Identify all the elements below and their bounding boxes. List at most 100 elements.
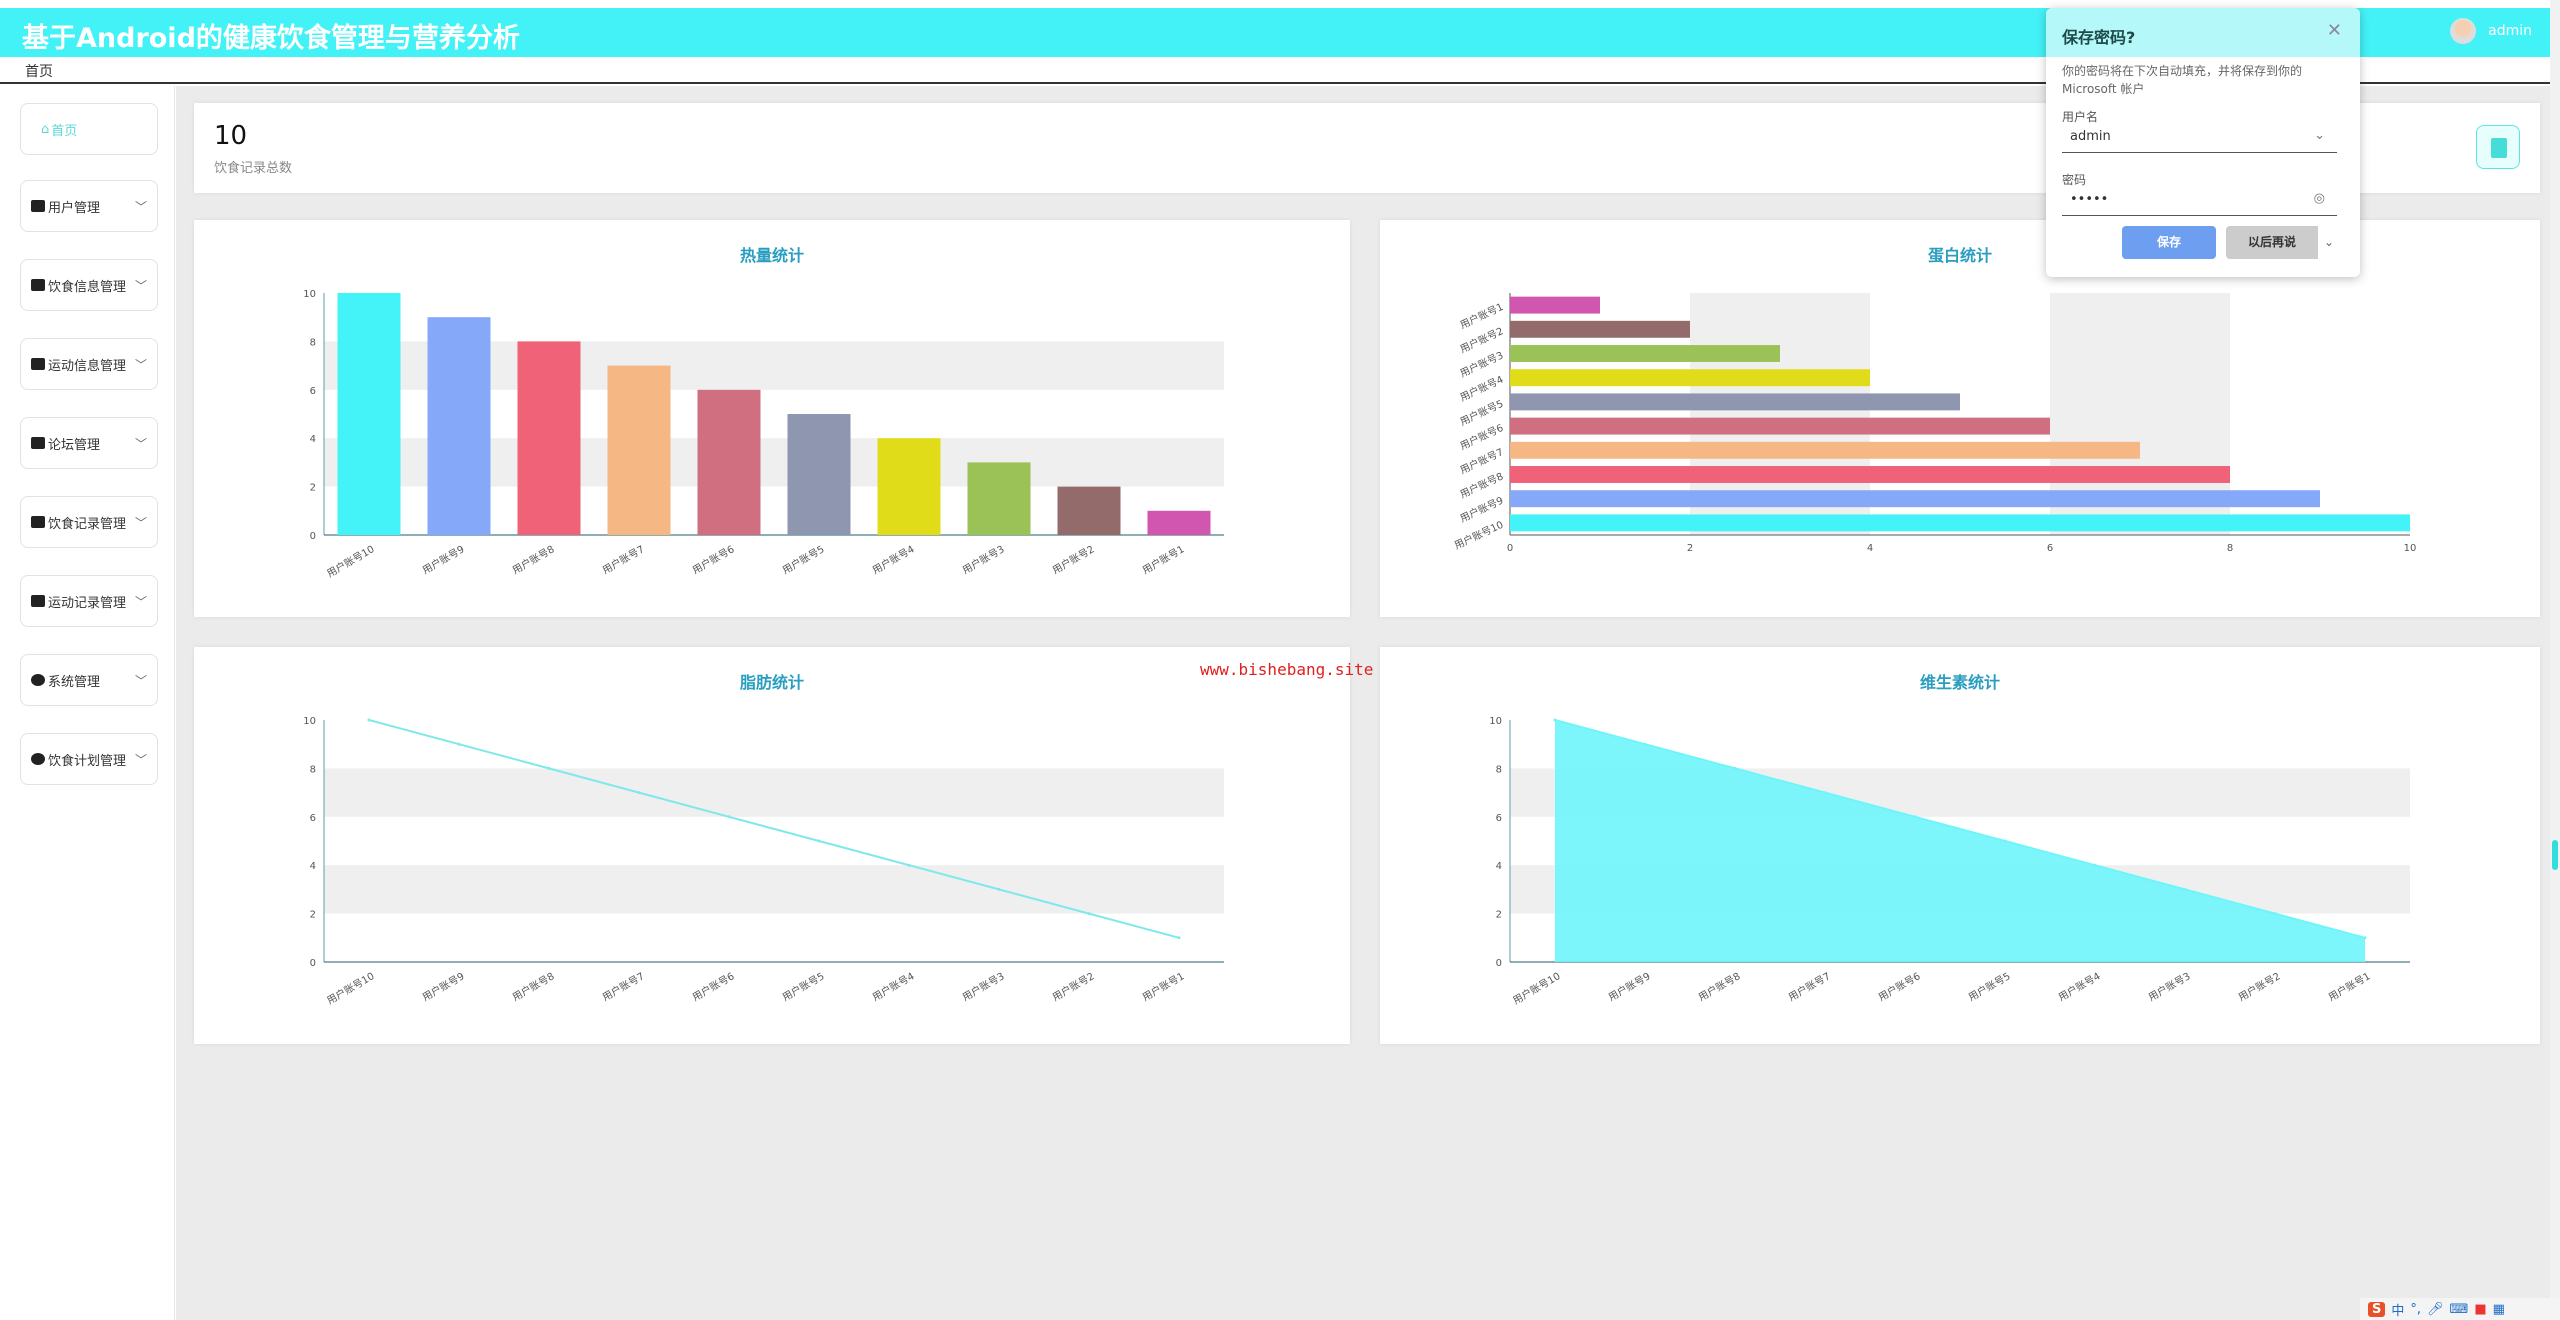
sidebar-item-label: 首页 — [51, 123, 78, 139]
sidebar-item-label: 运动信息管理 — [48, 358, 127, 374]
bar — [787, 414, 851, 535]
fat-chart: 脂肪统计 0 2 4 6 8 10 用户账号10 用户账号9 用户账号8 用户账号7 用户账号6 用户账… — [194, 647, 1350, 1044]
id-card-icon — [31, 516, 45, 528]
password-label: 密码 — [2062, 173, 2087, 187]
data-point — [1553, 718, 1557, 722]
series-line — [368, 719, 1180, 939]
data-point — [2363, 936, 2367, 940]
chevron-down-icon[interactable]: ﹀ — [134, 752, 147, 767]
chart-svg: 0 2 4 6 8 10 用户账号10 用户账号9 用户账号8 用户账号7 用户账号6 用户账号5 用户… — [1489, 716, 2410, 1007]
chart-svg: 0 2 4 6 8 10用户账号1用户账号2用户账号3用户账号4用户账号5用户账号6用户账… — [1452, 293, 2417, 554]
chart-title: 脂肪统计 — [739, 673, 804, 692]
data-point — [457, 742, 461, 746]
skin-icon[interactable]: ■ — [2474, 1301, 2487, 1317]
data-point — [2273, 912, 2277, 916]
chevron-down-icon[interactable]: ﹀ — [134, 357, 147, 372]
save-button[interactable]: 保存 — [2122, 226, 2216, 259]
x-tick-label: 用户账号6 — [1876, 969, 1923, 1003]
bar — [1510, 441, 2140, 459]
eye-icon[interactable]: ◎ — [2313, 191, 2325, 206]
x-tick-label: 用户账号4 — [2056, 969, 2103, 1003]
y-tick-label: 用户账号10 — [1452, 518, 1505, 552]
sogou-icon[interactable]: S — [2368, 1301, 2386, 1317]
y-tick-label: 0 — [1496, 958, 1502, 969]
username-field[interactable]: admin ⌄ — [2062, 123, 2337, 153]
split-area — [324, 865, 1224, 914]
apps-icon[interactable]: ▦ — [2492, 1301, 2505, 1317]
user-menu[interactable]: admin — [2450, 18, 2532, 44]
punctuation-mode[interactable]: °, — [2410, 1301, 2422, 1317]
y-tick-label: 4 — [310, 434, 316, 445]
x-tick-label: 用户账号1 — [2326, 969, 2373, 1003]
document-icon — [2476, 125, 2520, 169]
close-icon[interactable]: ✕ — [2326, 20, 2342, 41]
bar — [1510, 369, 1870, 387]
username-label: 用户名 — [2062, 110, 2099, 124]
microphone-icon[interactable]: 🎤︎ — [2427, 1301, 2444, 1317]
scrollbar[interactable] — [2550, 0, 2560, 1320]
keyboard-icon[interactable]: ⌨ — [2449, 1301, 2469, 1317]
sidebar-item[interactable]: 运动记录管理 ﹀ — [20, 575, 158, 627]
chevron-down-icon[interactable]: ﹀ — [134, 199, 147, 214]
y-tick-label: 2 — [1496, 910, 1502, 921]
y-tick-label: 6 — [1496, 813, 1502, 824]
x-tick-label: 用户账号9 — [420, 542, 467, 576]
chevron-down-icon[interactable]: ﹀ — [134, 594, 147, 609]
scrollbar-thumb[interactable] — [2552, 840, 2558, 870]
password-field[interactable]: ••••• ◎ — [2062, 186, 2337, 216]
avatar[interactable] — [2450, 18, 2477, 44]
chart-title: 热量统计 — [739, 246, 804, 265]
breadcrumb-home[interactable]: 首页 — [25, 64, 53, 80]
sidebar-item-label: 用户管理 — [48, 200, 101, 216]
sidebar-item[interactable]: 用户管理 ﹀ — [20, 180, 158, 232]
bar — [1510, 345, 1780, 362]
y-tick-label: 6 — [310, 386, 316, 397]
sidebar-item[interactable]: 系统管理 ﹀ — [20, 654, 158, 706]
data-point — [1733, 766, 1737, 770]
user-icon — [31, 200, 45, 212]
sidebar-item[interactable]: 饮食信息管理 ﹀ — [20, 259, 158, 311]
chart-title: 维生素统计 — [1919, 673, 2000, 692]
data-point — [1087, 912, 1091, 916]
app-title: 基于Android的健康饮食管理与营养分析 — [22, 23, 520, 54]
bar — [1510, 417, 2050, 435]
area-fill — [1555, 720, 2365, 962]
ime-mode[interactable]: 中 — [2391, 1303, 2405, 1319]
dialog-description: 你的密码将在下次自动填充，并将保存到你的 Microsoft 帐户 — [2062, 64, 2303, 96]
more-options-button[interactable]: ⌄ — [2318, 226, 2340, 259]
vitamin-chart: 维生素统计 0 2 4 6 8 10 用户账号10 用户账号9 用户账号8 用户账号7 用户账号6 用户… — [1380, 647, 2540, 1044]
x-tick-label: 用户账号2 — [2236, 969, 2283, 1003]
chevron-down-icon[interactable]: ⌄ — [2314, 128, 2325, 143]
bar — [1510, 296, 1600, 314]
x-tick-label: 用户账号3 — [960, 542, 1007, 576]
sidebar-item[interactable]: 运动信息管理 ﹀ — [20, 338, 158, 390]
x-tick-label: 用户账号7 — [600, 969, 647, 1003]
data-point — [367, 718, 371, 722]
chevron-down-icon[interactable]: ﹀ — [134, 278, 147, 293]
bar — [1510, 320, 1690, 338]
later-button[interactable]: 以后再说 — [2226, 226, 2318, 259]
y-tick-label: 2 — [310, 910, 316, 921]
sidebar-item-label: 论坛管理 — [48, 437, 101, 453]
data-point — [2183, 887, 2187, 891]
y-tick-label: 8 — [310, 764, 316, 775]
sidebar-item-home[interactable]: ⌂ 首页 — [20, 103, 158, 155]
x-tick-label: 用户账号6 — [690, 969, 737, 1003]
split-area — [324, 768, 1224, 817]
data-point — [727, 815, 731, 819]
chevron-down-icon[interactable]: ﹀ — [134, 436, 147, 451]
chevron-down-icon[interactable]: ﹀ — [134, 673, 147, 688]
username[interactable]: admin — [2488, 23, 2532, 39]
sidebar-item[interactable]: 饮食记录管理 ﹀ — [20, 496, 158, 548]
sidebar-item[interactable]: 论坛管理 ﹀ — [20, 417, 158, 469]
x-tick-label: 用户账号9 — [1606, 969, 1653, 1003]
x-tick-label: 用户账号2 — [1050, 542, 1097, 576]
password-value: ••••• — [2070, 192, 2109, 207]
sidebar-item[interactable]: 饮食计划管理 ﹀ — [20, 733, 158, 785]
bar — [337, 293, 401, 535]
y-tick-label: 10 — [303, 716, 316, 727]
x-tick-label: 10 — [2404, 543, 2417, 554]
chevron-down-icon[interactable]: ﹀ — [134, 515, 147, 530]
y-tick-label: 8 — [310, 337, 316, 348]
server-icon — [31, 437, 45, 449]
